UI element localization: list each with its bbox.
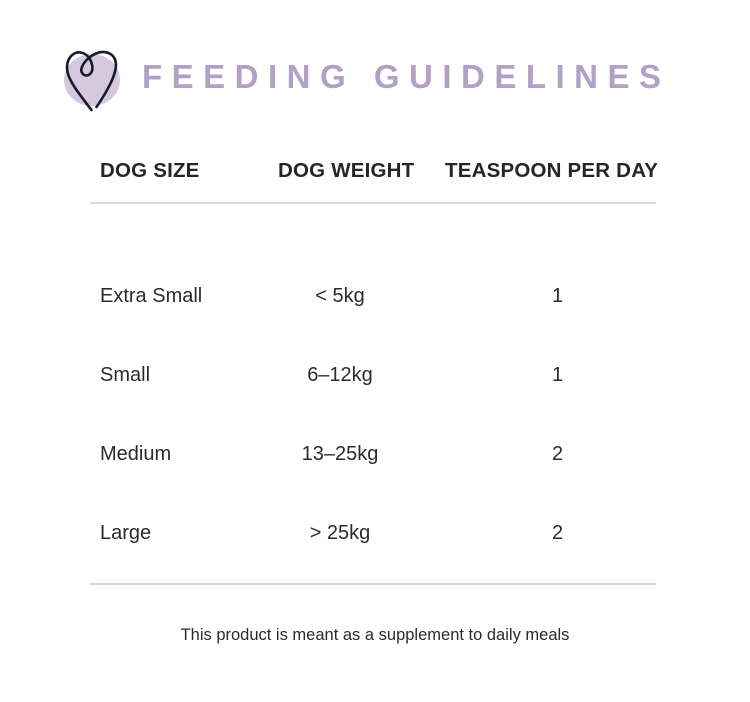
cell-dog-size: Extra Small: [100, 285, 203, 307]
cell-dog-size: Large: [100, 522, 152, 544]
card-header: FEEDING GUIDELINES: [0, 36, 750, 116]
column-header-dog-weight: DOG WEIGHT: [278, 159, 415, 182]
cell-dog-size: Medium: [100, 443, 172, 465]
table-bottom-divider: [90, 583, 656, 585]
cell-dog-weight: 13–25kg: [301, 443, 379, 465]
cell-dog-weight: < 5kg: [315, 285, 365, 307]
cell-teaspoon: 1: [551, 285, 564, 307]
cell-teaspoon: 1: [551, 364, 564, 386]
heart-outline-icon: [58, 37, 130, 115]
column-header-teaspoon-per-day: TEASPOON PER DAY: [445, 159, 659, 182]
page-title: FEEDING GUIDELINES: [142, 57, 671, 95]
cell-dog-size: Small: [100, 364, 151, 386]
table-row: Large > 25kg 2: [90, 518, 656, 548]
cell-teaspoon: 2: [551, 522, 564, 544]
table-row: Small 6–12kg 1: [90, 360, 656, 390]
cell-dog-weight: > 25kg: [309, 522, 371, 544]
column-header-dog-size: DOG SIZE: [100, 159, 200, 182]
cell-teaspoon: 2: [551, 443, 564, 465]
supplement-note: This product is meant as a supplement to…: [180, 626, 570, 644]
table-top-divider: [90, 202, 656, 204]
feeding-table: DOG SIZE DOG WEIGHT TEASPOON PER DAY Ext…: [90, 159, 659, 585]
table-header-row: DOG SIZE DOG WEIGHT TEASPOON PER DAY: [90, 159, 659, 204]
cell-dog-weight: 6–12kg: [307, 364, 373, 386]
table-row: Medium 13–25kg 2: [90, 439, 656, 469]
table-row: Extra Small < 5kg 1: [90, 281, 656, 311]
